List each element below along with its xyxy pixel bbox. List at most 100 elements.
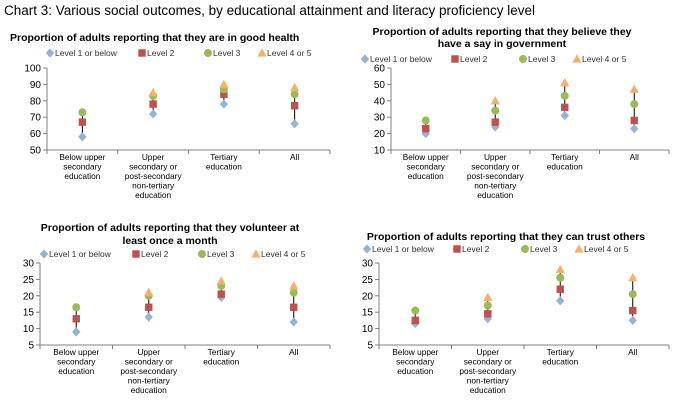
x-category-label: non-tertiary xyxy=(474,181,517,191)
data-point-square xyxy=(78,118,87,126)
legend-marker-triangle xyxy=(251,249,261,258)
data-point-diamond xyxy=(144,312,153,322)
x-category-label: Below upper xyxy=(59,152,105,162)
x-category-label: education xyxy=(470,385,506,395)
data-point-square xyxy=(149,100,157,108)
y-tick-label: 25 xyxy=(362,275,374,286)
y-tick-label: 10 xyxy=(23,324,35,335)
legend-marker-circle xyxy=(519,55,527,63)
data-point-diamond xyxy=(491,122,500,132)
data-point-square xyxy=(290,102,299,110)
data-point-square xyxy=(484,310,492,318)
x-category-label: Tertiary xyxy=(547,347,575,357)
x-category-label: education xyxy=(58,366,94,376)
legend-marker-triangle xyxy=(257,48,267,57)
data-point-square xyxy=(72,315,80,323)
legend-label: Level 3 xyxy=(530,244,558,254)
x-category-label: secondary or xyxy=(471,162,519,172)
x-category-label: education xyxy=(131,385,167,395)
x-category-label: non-tertiary xyxy=(132,181,175,191)
x-category-label: education xyxy=(135,190,171,200)
legend-marker-diamond xyxy=(362,244,372,254)
data-point-diamond xyxy=(290,119,299,129)
y-tick-label: 80 xyxy=(30,96,42,107)
x-category-label: All xyxy=(289,347,298,357)
x-category-label: Below upper xyxy=(403,152,449,162)
chart-trust-others: Proportion of adults reporting that they… xyxy=(362,231,670,395)
data-point-circle xyxy=(411,306,420,315)
x-category-label: post-secondary xyxy=(120,366,178,376)
chart-title-line: Proportion of adults reporting that they… xyxy=(367,231,645,243)
chart-volunteer: Proportion of adults reporting that they… xyxy=(23,222,331,395)
data-point-diamond xyxy=(628,315,637,325)
data-point-diamond xyxy=(289,317,298,327)
chart-title-line: Proportion of adults reporting that they… xyxy=(10,32,299,44)
data-point-square xyxy=(411,316,419,325)
x-category-label: secondary xyxy=(63,162,102,172)
data-point-square xyxy=(220,90,228,98)
x-category-label: Tertiary xyxy=(551,152,579,162)
x-category-label: post-secondary xyxy=(125,171,183,181)
data-point-triangle xyxy=(628,272,638,282)
y-tick-label: 25 xyxy=(23,275,35,286)
legend-marker-triangle xyxy=(572,54,582,63)
data-point-triangle xyxy=(483,292,493,302)
data-point-square xyxy=(145,303,153,311)
y-tick-label: 15 xyxy=(362,308,374,319)
data-point-triangle xyxy=(290,82,300,92)
y-tick-label: 20 xyxy=(374,129,386,140)
x-category-label: secondary or xyxy=(125,357,173,367)
legend-marker-diamond xyxy=(360,54,370,64)
legend-marker-square xyxy=(453,245,461,253)
x-category-label: post-secondary xyxy=(459,366,517,376)
legend-marker-diamond xyxy=(39,249,49,259)
data-point-triangle xyxy=(490,96,500,105)
x-category-label: education xyxy=(206,162,242,172)
x-category-label: Tertiary xyxy=(210,152,238,162)
data-point-circle xyxy=(556,273,565,282)
legend-marker-triangle xyxy=(574,244,584,253)
y-tick-label: 90 xyxy=(30,80,42,91)
data-point-triangle xyxy=(148,87,158,97)
data-point-diamond xyxy=(148,109,158,119)
data-point-square xyxy=(629,306,637,315)
chart-title-line: Proportion of adults reporting that they… xyxy=(41,222,300,234)
y-tick-label: 60 xyxy=(374,64,386,75)
legend-label: Level 3 xyxy=(207,249,235,259)
data-point-triangle xyxy=(629,84,639,93)
legend-label: Level 2 xyxy=(141,249,169,259)
x-category-label: Upper xyxy=(476,347,499,357)
data-point-triangle xyxy=(144,287,154,297)
y-tick-label: 30 xyxy=(374,113,386,124)
x-category-label: education xyxy=(203,357,239,367)
x-category-label: education xyxy=(408,171,444,181)
legend-marker-circle xyxy=(521,245,529,253)
y-tick-label: 30 xyxy=(23,259,35,270)
x-category-label: Upper xyxy=(484,152,507,162)
x-category-label: secondary or xyxy=(464,357,512,367)
data-point-square xyxy=(561,103,569,112)
chart-title-line: least once a month xyxy=(122,235,217,247)
legend-label: Level 3 xyxy=(213,48,241,58)
data-point-circle xyxy=(289,288,298,297)
legend-label: Level 1 or below xyxy=(370,54,433,64)
data-point-circle xyxy=(483,301,492,310)
x-category-label: post-secondary xyxy=(467,171,525,181)
x-category-label: All xyxy=(628,347,637,357)
data-point-square xyxy=(422,124,430,133)
x-category-label: secondary xyxy=(57,357,96,367)
data-point-diamond xyxy=(219,99,229,109)
data-point-circle xyxy=(628,290,637,299)
x-category-label: Below upper xyxy=(53,347,99,357)
y-tick-label: 20 xyxy=(362,291,374,302)
legend-label: Level 4 or 5 xyxy=(584,244,629,254)
data-point-diamond xyxy=(556,296,565,306)
data-point-diamond xyxy=(560,110,569,121)
data-point-circle xyxy=(421,116,430,125)
y-tick-label: 30 xyxy=(362,259,374,270)
data-point-circle xyxy=(78,108,87,117)
legend-label: Level 2 xyxy=(147,48,175,58)
y-tick-label: 40 xyxy=(374,96,386,107)
x-category-label: education xyxy=(547,162,583,172)
legend-label: Level 1 or below xyxy=(372,244,435,254)
